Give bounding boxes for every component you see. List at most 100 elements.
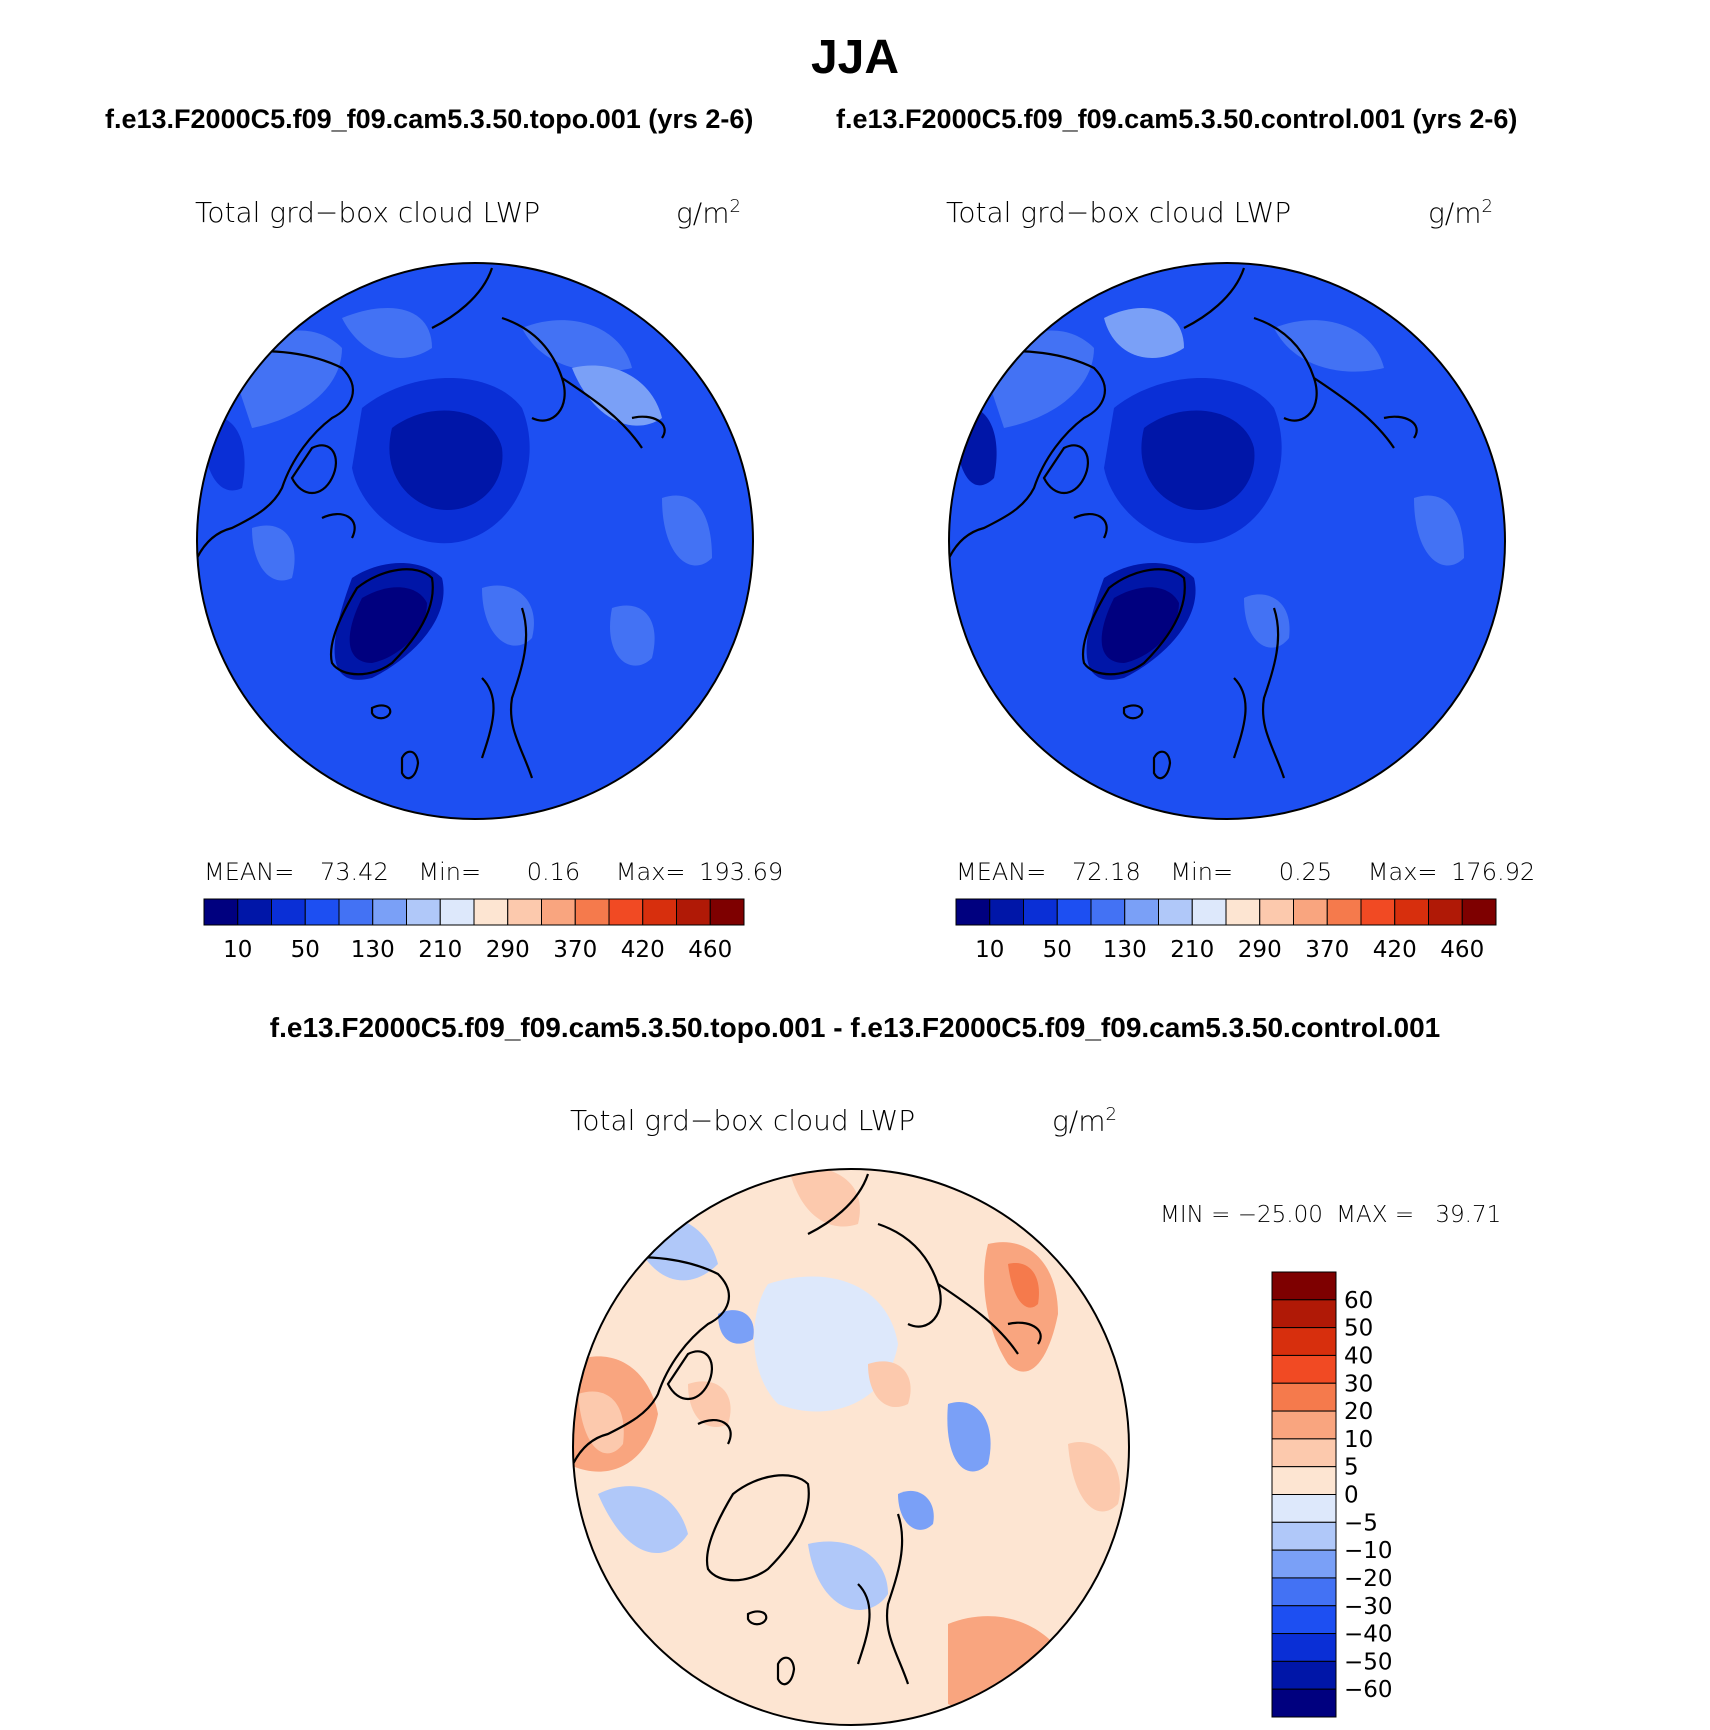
right-colorbar-tick-label: 460 bbox=[1440, 937, 1484, 963]
right-colorbar-tick-label: 50 bbox=[1043, 937, 1072, 963]
left-colorbar-swatch bbox=[676, 898, 711, 926]
eurasia-outline bbox=[807, 1173, 1019, 1685]
right-colorbar-swatch bbox=[1090, 898, 1126, 926]
right-colorbar-swatch bbox=[1394, 898, 1429, 926]
diff-colorbar-tick-label: 5 bbox=[1344, 1455, 1359, 1481]
eurasia-outline bbox=[1183, 267, 1395, 779]
diff-colorbar-swatch bbox=[1271, 1605, 1337, 1635]
left-units-label: g/m2 bbox=[676, 196, 741, 229]
diff-colorbar-tick-label: −50 bbox=[1344, 1649, 1393, 1675]
right-colorbar-tick-label: 10 bbox=[975, 937, 1004, 963]
left-colorbar-swatch bbox=[372, 898, 407, 926]
right-min-value: 0.25 bbox=[1278, 858, 1333, 886]
diff-colorbar-swatch bbox=[1271, 1327, 1337, 1356]
left-colorbar-swatch bbox=[541, 898, 576, 926]
right-colorbar-tick-label: 420 bbox=[1373, 937, 1417, 963]
diff-colorbar-swatch bbox=[1271, 1271, 1337, 1301]
diff-min-label: MIN = bbox=[1160, 1202, 1231, 1228]
left-colorbar-tick-label: 460 bbox=[688, 937, 732, 963]
left-colorbar-tick-label: 370 bbox=[553, 937, 597, 963]
diff-min-value: −25.00 bbox=[1237, 1202, 1323, 1228]
right-min-label: Min= bbox=[1170, 858, 1234, 886]
diff-units-text: g/m bbox=[1052, 1104, 1106, 1138]
eurasia-outline bbox=[431, 267, 643, 779]
diff-colorbar-tick-label: 20 bbox=[1344, 1399, 1373, 1425]
left-colorbar-tick-label: 130 bbox=[351, 937, 395, 963]
left-colorbar-swatch bbox=[271, 898, 306, 926]
left-colorbar-swatch bbox=[304, 898, 340, 926]
diff-colorbar-tick-label: 10 bbox=[1344, 1427, 1373, 1453]
right-mean-label: MEAN= bbox=[956, 858, 1047, 886]
right-units-text: g/m bbox=[1428, 196, 1482, 230]
left-max-label: Max= bbox=[615, 858, 686, 886]
left-colorbar: 10 50 130 210 290 370 420 460 bbox=[203, 898, 745, 963]
right-colorbar-tick-label: 210 bbox=[1170, 937, 1214, 963]
left-mean-value: 73.42 bbox=[320, 858, 389, 886]
left-colorbar-swatch bbox=[608, 898, 644, 926]
left-polar-map bbox=[196, 262, 754, 820]
diff-colorbar-swatch bbox=[1271, 1466, 1337, 1495]
left-colorbar-swatch bbox=[203, 898, 239, 926]
diff-stats: MIN = −25.00 MAX = 39.71 bbox=[1160, 1202, 1501, 1228]
left-mean-label: MEAN= bbox=[204, 858, 295, 886]
diff-colorbar-swatch bbox=[1271, 1521, 1337, 1551]
iceland-outline bbox=[1122, 704, 1144, 720]
diff-units-superscript: 2 bbox=[1105, 1104, 1117, 1125]
diff-variable-label: Total grd−box cloud LWP bbox=[570, 1104, 916, 1137]
diff-colorbar-swatch bbox=[1271, 1494, 1337, 1523]
left-colorbar-swatch bbox=[237, 898, 272, 926]
left-colorbar-tick-label: 420 bbox=[621, 937, 665, 963]
diff-colorbar-swatch bbox=[1271, 1549, 1337, 1579]
left-colorbar-swatch bbox=[642, 898, 677, 926]
british-isles-outline bbox=[400, 750, 420, 780]
diff-colorbar-swatch bbox=[1271, 1354, 1337, 1384]
left-colorbar-swatch bbox=[439, 898, 475, 926]
diff-colorbar-swatch bbox=[1271, 1438, 1337, 1468]
diff-colorbar-tick-label: −60 bbox=[1344, 1677, 1393, 1703]
left-colorbar-tick-label: 210 bbox=[418, 937, 462, 963]
north-america-outline bbox=[949, 350, 1106, 559]
left-max-value: 193.69 bbox=[699, 858, 784, 886]
left-colorbar-swatch bbox=[709, 898, 745, 926]
greenland-outline bbox=[329, 568, 434, 676]
right-colorbar-swatch bbox=[1191, 898, 1227, 926]
left-colorbar-tick-label: 10 bbox=[223, 937, 252, 963]
diff-units-label: g/m2 bbox=[1052, 1104, 1117, 1137]
diff-colorbar-swatch bbox=[1271, 1299, 1337, 1329]
difference-panel-title: f.e13.F2000C5.f09_f09.cam5.3.50.topo.001… bbox=[269, 1012, 1441, 1043]
right-max-label: Max= bbox=[1367, 858, 1438, 886]
british-isles-outline bbox=[776, 1656, 796, 1686]
left-variable-label: Total grd−box cloud LWP bbox=[195, 196, 541, 229]
left-stats: MEAN= 73.42 Min= 0.16 Max= 193.69 bbox=[204, 858, 783, 886]
right-colorbar-tick-label: 290 bbox=[1238, 937, 1282, 963]
north-america-outline bbox=[573, 1256, 730, 1465]
right-panel-title: f.e13.F2000C5.f09_f09.cam5.3.50.control.… bbox=[836, 104, 1518, 134]
right-max-value: 176.92 bbox=[1451, 858, 1536, 886]
left-colorbar-swatch bbox=[574, 898, 610, 926]
right-colorbar-swatch bbox=[1293, 898, 1328, 926]
diff-colorbar-tick-label: −40 bbox=[1344, 1622, 1393, 1648]
diff-max-value: 39.71 bbox=[1435, 1202, 1502, 1228]
right-polar-map bbox=[948, 262, 1506, 820]
left-colorbar-swatch bbox=[406, 898, 441, 926]
right-colorbar-swatch bbox=[1023, 898, 1058, 926]
right-colorbar-swatch bbox=[1360, 898, 1396, 926]
left-colorbar-tick-label: 50 bbox=[291, 937, 320, 963]
right-colorbar-tick-label: 130 bbox=[1103, 937, 1147, 963]
left-units-text: g/m bbox=[676, 196, 730, 230]
right-mean-value: 72.18 bbox=[1072, 858, 1141, 886]
left-colorbar-swatch bbox=[473, 898, 509, 926]
main-title: JJA bbox=[810, 31, 900, 84]
right-colorbar-swatch bbox=[1124, 898, 1159, 926]
right-colorbar: 10 50 130 210 290 370 420 460 bbox=[955, 898, 1497, 963]
diff-colorbar-swatch bbox=[1271, 1688, 1337, 1718]
right-variable-label: Total grd−box cloud LWP bbox=[946, 196, 1292, 229]
diff-colorbar-tick-label: −20 bbox=[1344, 1566, 1393, 1592]
right-units-label: g/m2 bbox=[1428, 196, 1493, 229]
diff-colorbar-swatch bbox=[1271, 1410, 1337, 1440]
diff-colorbar-swatch bbox=[1271, 1577, 1337, 1607]
greenland-outline bbox=[705, 1474, 810, 1582]
diff-colorbar-tick-label: 0 bbox=[1344, 1483, 1359, 1509]
right-stats: MEAN= 72.18 Min= 0.25 Max= 176.92 bbox=[956, 858, 1535, 886]
